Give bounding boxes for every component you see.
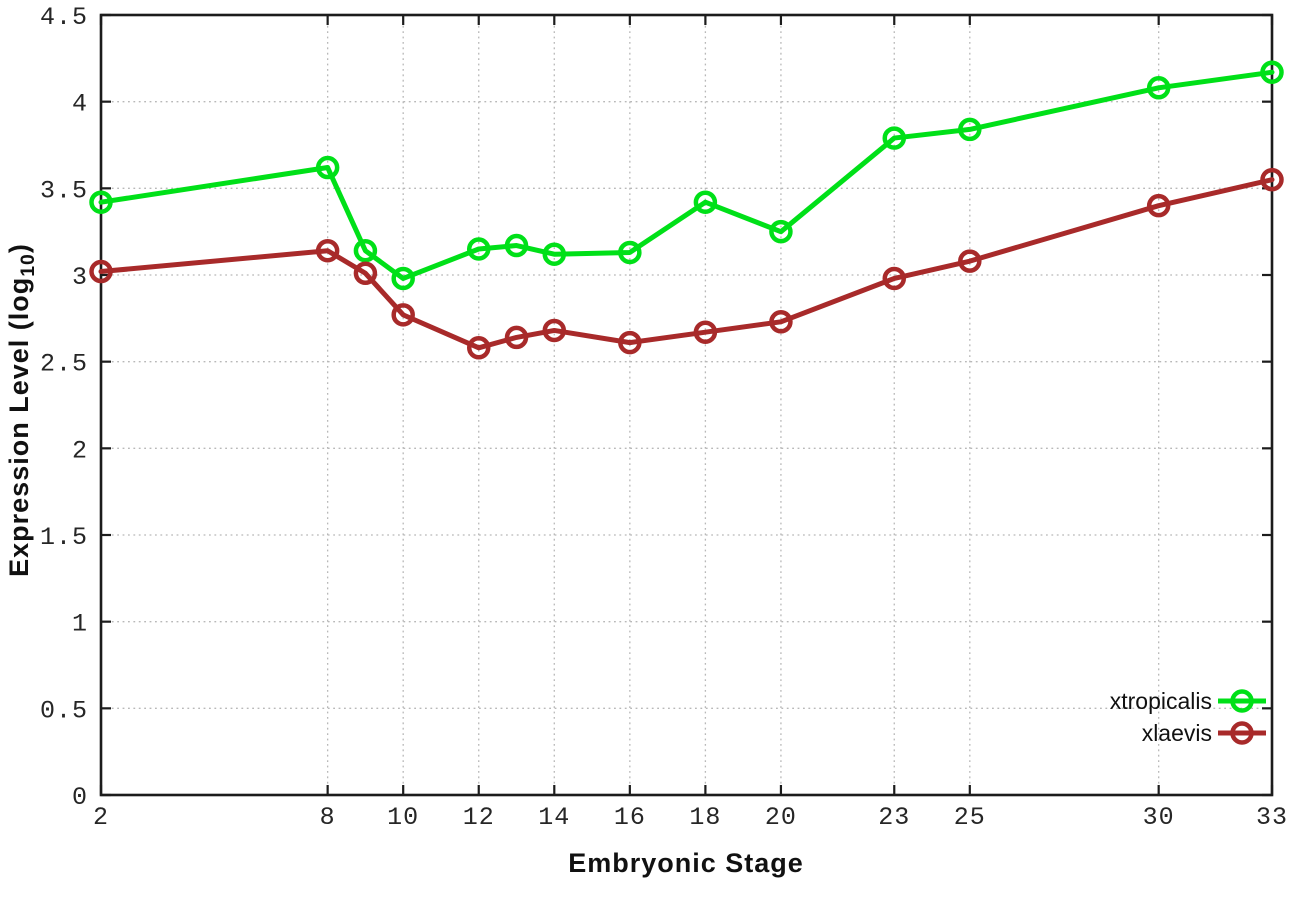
x-tick-labels: 2 8 10 12 14 16 18 20 23 25 30 33 bbox=[93, 803, 1288, 832]
data-point-xtropicalis bbox=[315, 155, 340, 180]
data-point-xtropicalis bbox=[693, 190, 718, 214]
y-tick-label: 4 bbox=[72, 90, 88, 119]
data-point-xlaevis bbox=[89, 259, 113, 284]
x-tick-label: 2 bbox=[93, 803, 109, 832]
data-point-xtropicalis bbox=[1260, 60, 1284, 84]
x-tick-label: 16 bbox=[614, 803, 646, 832]
x-tick-label: 33 bbox=[1256, 803, 1288, 832]
series-xlaevis bbox=[89, 167, 1284, 360]
y-tick-labels: 0 0.5 1 1.5 2 2.5 3 3.5 4 4.5 bbox=[40, 3, 88, 812]
y-tick-label: 3.5 bbox=[40, 176, 88, 205]
data-point-xlaevis bbox=[693, 320, 718, 344]
data-point-xlaevis bbox=[1260, 167, 1284, 192]
data-point-xlaevis bbox=[769, 310, 793, 334]
y-tick-label: 1 bbox=[72, 610, 88, 639]
series-line-xlaevis bbox=[98, 177, 1275, 351]
x-tick-label: 18 bbox=[689, 803, 721, 832]
data-point-xtropicalis bbox=[882, 126, 907, 150]
data-point-xlaevis bbox=[1146, 193, 1171, 218]
data-point-xlaevis bbox=[466, 336, 491, 360]
x-tick-label: 12 bbox=[463, 803, 495, 832]
data-point-xlaevis bbox=[315, 238, 340, 263]
y-tick-label: 1.5 bbox=[40, 523, 88, 552]
y-tick-label: 3 bbox=[72, 263, 88, 292]
x-tick-label: 8 bbox=[320, 803, 336, 832]
legend-item-xlaevis: xlaevis bbox=[1142, 720, 1266, 746]
data-point-xtropicalis bbox=[618, 240, 642, 265]
x-axis-title: Embryonic Stage bbox=[568, 848, 804, 878]
data-point-xtropicalis bbox=[542, 242, 567, 266]
grid bbox=[100, 14, 1273, 796]
y-tick-label: 0 bbox=[72, 783, 88, 812]
data-point-xtropicalis bbox=[504, 233, 529, 258]
legend: xtropicalis xlaevis bbox=[1110, 688, 1266, 746]
data-point-xlaevis bbox=[542, 318, 567, 343]
x-tick-label: 25 bbox=[954, 803, 986, 832]
legend-marker-xlaevis bbox=[1230, 721, 1254, 745]
plot-border bbox=[99, 13, 1274, 797]
y-tick-label: 4.5 bbox=[40, 3, 88, 32]
data-point-xtropicalis bbox=[353, 238, 378, 263]
x-tick-label: 23 bbox=[878, 803, 910, 832]
data-point-xlaevis bbox=[391, 303, 415, 327]
x-tick-label: 20 bbox=[765, 803, 797, 832]
data-point-xlaevis bbox=[353, 261, 378, 286]
data-point-xlaevis bbox=[882, 266, 907, 291]
y-tick-label: 2.5 bbox=[40, 350, 88, 379]
data-point-xlaevis bbox=[618, 330, 642, 355]
y-tick-label: 2 bbox=[72, 436, 88, 465]
data-point-xtropicalis bbox=[89, 190, 113, 214]
x-tick-label: 10 bbox=[387, 803, 419, 832]
legend-label-xlaevis: xlaevis bbox=[1142, 720, 1212, 746]
y-tick-label: 0.5 bbox=[40, 696, 88, 725]
legend-label-xtropicalis: xtropicalis bbox=[1110, 688, 1212, 714]
data-point-xtropicalis bbox=[391, 266, 415, 291]
tick-marks bbox=[99, 13, 1274, 797]
data-point-xtropicalis bbox=[769, 219, 793, 244]
legend-item-xtropicalis: xtropicalis bbox=[1110, 688, 1266, 714]
data-point-xlaevis bbox=[958, 249, 982, 273]
data-point-xlaevis bbox=[504, 325, 529, 350]
data-point-xtropicalis bbox=[1146, 76, 1171, 100]
data-point-xtropicalis bbox=[958, 117, 982, 142]
data-point-xtropicalis bbox=[466, 237, 491, 261]
x-tick-label: 14 bbox=[538, 803, 570, 832]
series-xtropicalis bbox=[89, 60, 1284, 291]
legend-marker-xtropicalis bbox=[1230, 689, 1254, 713]
x-tick-label: 30 bbox=[1143, 803, 1175, 832]
series-line-xtropicalis bbox=[98, 69, 1275, 281]
